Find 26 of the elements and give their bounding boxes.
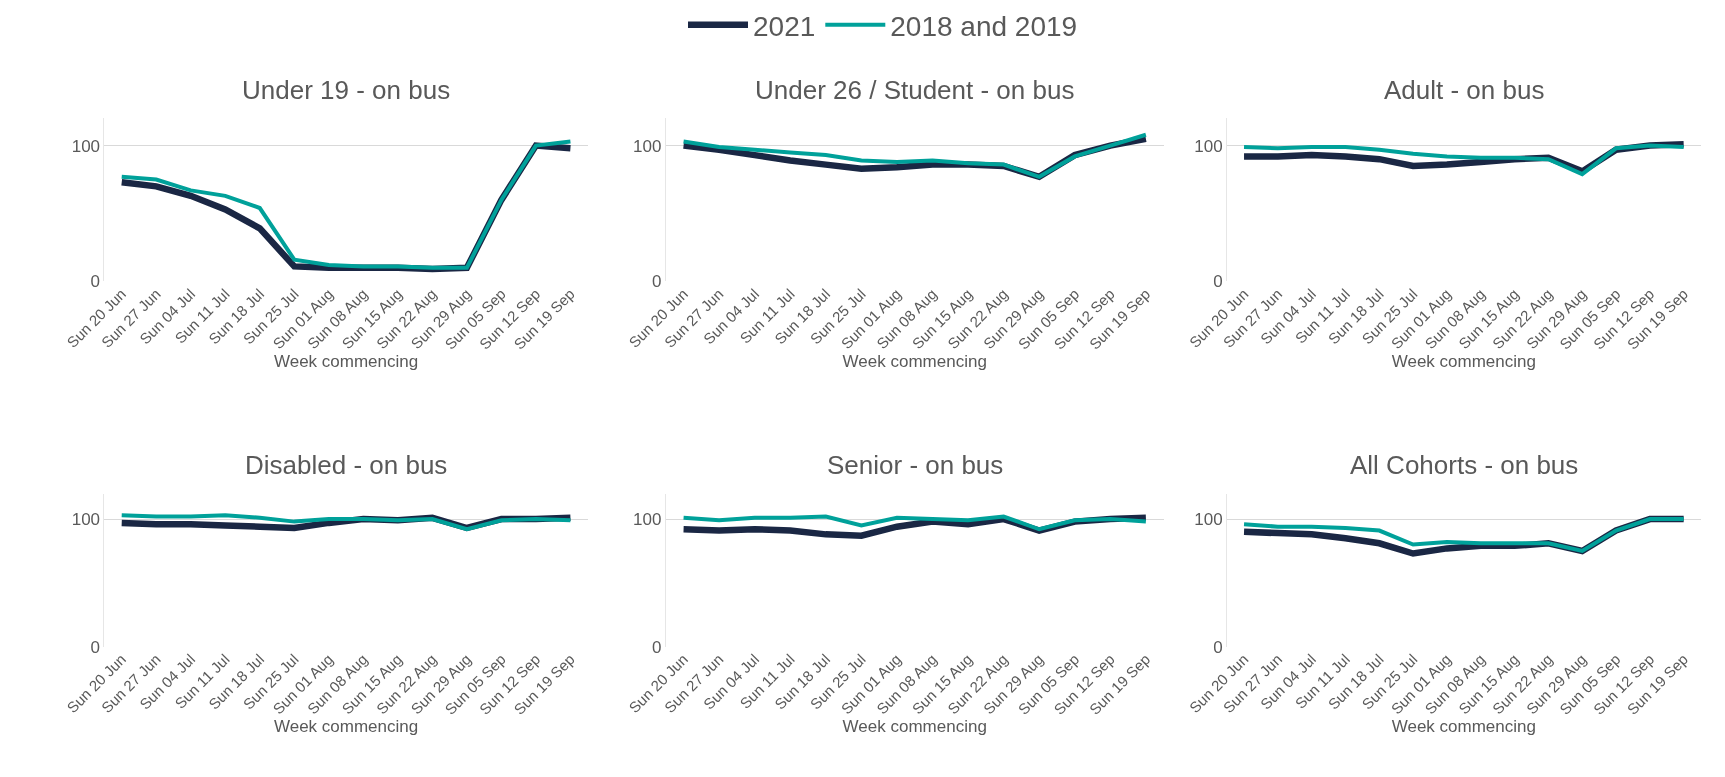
y-tick-label: 100 — [71, 136, 101, 156]
x-axis-title: Week commencing — [842, 352, 987, 372]
x-axis-title: Week commencing — [1391, 717, 1536, 737]
x-axis-title: Week commencing — [273, 352, 419, 372]
y-tick-label: 0 — [90, 272, 101, 292]
chart-title: Under 26 / Student - on bus — [755, 75, 1075, 105]
y-tick-label: 0 — [1213, 272, 1223, 292]
chart-title: Disabled - on bus — [245, 450, 448, 480]
chart-title: All Cohorts - on bus — [1350, 450, 1579, 480]
y-tick-label: 100 — [71, 510, 101, 530]
chart-title: Adult - on bus — [1384, 75, 1545, 105]
x-axis-title: Week commencing — [1391, 352, 1536, 372]
legend-label: 2018 and 2019 — [890, 10, 1078, 42]
chart-title: Under 19 - on bus — [242, 75, 451, 105]
y-tick-label: 100 — [633, 510, 662, 530]
x-axis-title: Week commencing — [842, 717, 987, 737]
chart-title: Senior - on bus — [827, 450, 1004, 480]
y-tick-label: 100 — [1194, 136, 1223, 156]
y-tick-label: 0 — [1213, 637, 1223, 657]
y-tick-label: 0 — [90, 637, 101, 657]
legend-label: 2021 — [753, 10, 816, 42]
y-tick-label: 100 — [633, 136, 662, 156]
y-tick-label: 0 — [651, 272, 662, 292]
x-axis-title: Week commencing — [273, 717, 419, 737]
y-tick-label: 0 — [651, 637, 662, 657]
y-tick-label: 100 — [1194, 510, 1223, 530]
